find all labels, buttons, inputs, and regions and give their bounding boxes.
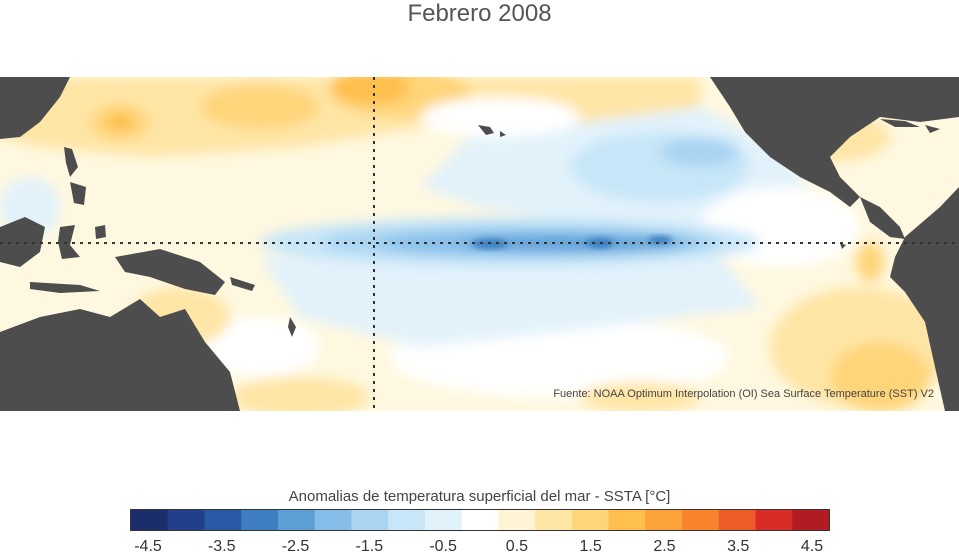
color-scale-swatch	[241, 510, 279, 530]
color-scale-swatch	[461, 510, 499, 530]
sst-anomaly-map: Fuente: NOAA Optimum Interpolation (OI) …	[0, 77, 959, 411]
map-canvas	[0, 77, 959, 411]
java	[30, 282, 100, 293]
philippines	[64, 147, 78, 177]
color-scale-swatch	[204, 510, 242, 530]
color-scale-tick-label: -1.5	[355, 538, 384, 555]
color-scale-tick-label: 3.5	[727, 538, 750, 555]
color-scale-swatch	[571, 510, 610, 530]
color-scale-tick-label: 1.5	[579, 538, 602, 555]
legend-title: Anomalias de temperatura superficial del…	[288, 488, 671, 505]
source-note: Fuente: NOAA Optimum Interpolation (OI) …	[553, 388, 934, 400]
color-scale-tick-label: 4.5	[800, 538, 824, 555]
map-title: Febrero 2008	[407, 0, 552, 27]
color-scale-tick-label: -4.5	[134, 538, 162, 555]
color-scale-tick-label: -3.5	[207, 538, 236, 555]
borneo	[0, 217, 45, 267]
color-scale-swatch	[755, 510, 793, 530]
north-america	[710, 77, 959, 207]
new-guinea	[115, 249, 225, 295]
sulawesi	[58, 225, 80, 259]
color-scale-swatch	[131, 510, 169, 530]
color-scale-ticks: -4.5 -3.5 -2.5 -1.5 -0.5 0.5 1.5 2.5 3.5 4.5	[0, 538, 959, 558]
land-masses	[0, 77, 959, 411]
color-scale-swatch	[498, 510, 536, 530]
color-scale-swatch	[314, 510, 352, 530]
color-scale-swatch	[718, 510, 757, 530]
color-scale-bar	[130, 509, 830, 531]
australia	[0, 299, 240, 411]
color-scale-swatch	[167, 510, 205, 530]
south-america	[890, 187, 959, 411]
color-scale-swatch	[424, 510, 463, 530]
central-america	[860, 197, 905, 239]
color-scale-swatch	[645, 510, 683, 530]
color-scale-swatch	[792, 510, 829, 530]
color-scale-swatch	[277, 510, 316, 530]
color-scale-tick-label: -2.5	[281, 538, 310, 555]
color-scale-tick-label: 2.5	[653, 538, 676, 555]
color-scale-swatch	[608, 510, 646, 530]
color-scale-swatch	[388, 510, 426, 530]
color-scale-tick-label: 0.5	[505, 538, 528, 555]
asia-coast	[0, 77, 70, 139]
color-scale-tick-label: -0.5	[429, 538, 457, 555]
hawaii	[478, 125, 494, 135]
color-scale-swatch	[535, 510, 573, 530]
color-scale-swatch	[351, 510, 389, 530]
color-scale-swatch	[682, 510, 720, 530]
